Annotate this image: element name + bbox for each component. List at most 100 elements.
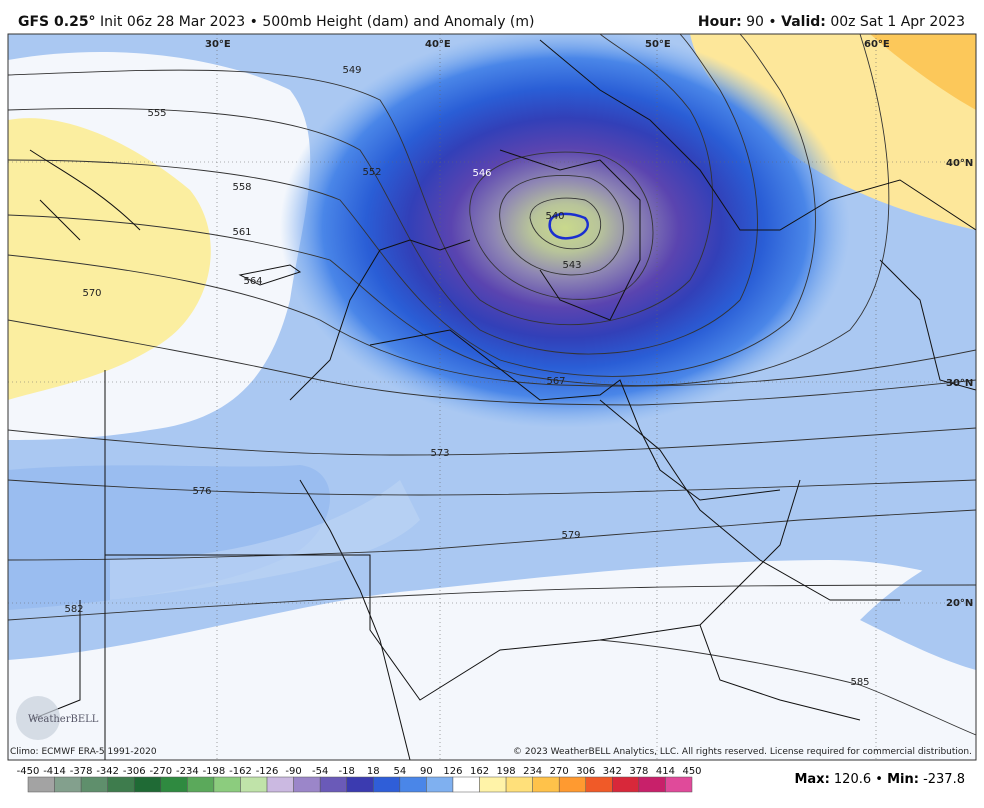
contour-label: 576: [192, 486, 211, 497]
hour-label: Hour:: [698, 14, 742, 30]
colorbar-segment: [346, 776, 374, 793]
colorbar-tick-label: -54: [312, 766, 328, 777]
valid: 00z Sat 1 Apr 2023: [830, 14, 965, 30]
colorbar-tick-label: 306: [576, 766, 595, 777]
header-left: GFS 0.25° Init 06z 28 Mar 2023 • 500mb H…: [18, 14, 535, 30]
lon-label: 30°E: [205, 39, 231, 50]
contour: [8, 479, 976, 496]
contour: [8, 427, 976, 456]
lon-label: 40°E: [425, 39, 451, 50]
colorbar-tick-label: -378: [70, 766, 93, 777]
colorbar-tick-label: -234: [176, 766, 199, 777]
white-area: [8, 560, 976, 760]
border: [539, 39, 976, 231]
colorbar-tick-label: 90: [420, 766, 433, 777]
yellow-area: [870, 34, 976, 110]
border: [105, 479, 801, 701]
colorbar-tick-label: -18: [339, 766, 355, 777]
colorbar-segment: [638, 776, 666, 793]
header-right: Hour: 90 • Valid: 00z Sat 1 Apr 2023: [698, 14, 965, 30]
blue-area: [860, 540, 976, 670]
colorbar-segment: [479, 776, 507, 793]
colorbar-segment: [266, 776, 294, 793]
contour: [529, 197, 602, 250]
colorbar-tick-label: -198: [203, 766, 226, 777]
title: Init 06z 28 Mar 2023 • 500mb Height (dam…: [100, 14, 534, 30]
colorbar-segment: [54, 776, 82, 793]
colorbar-tick-label: -342: [96, 766, 119, 777]
climo: Climo: ECMWF ERA-5 1991-2020: [10, 747, 157, 757]
stats: Max: 120.6 • Min: -237.8: [794, 772, 965, 787]
colorbar-segment: [293, 776, 321, 793]
colorbar-tick-label: 270: [550, 766, 569, 777]
contour-label: 567: [546, 376, 565, 387]
colorbar-segment: [452, 776, 480, 793]
coast: [599, 399, 900, 601]
colorbar-tick-label: 18: [367, 766, 380, 777]
coast: [29, 149, 141, 241]
colorbar-tick-label: -450: [17, 766, 40, 777]
colorbar-segment: [240, 776, 268, 793]
graticule: [8, 34, 976, 760]
yellow-area: [690, 34, 976, 230]
contour-label: 540: [545, 211, 564, 222]
colorbar-tick-label: -162: [229, 766, 252, 777]
border: [879, 259, 976, 391]
contour: [8, 509, 976, 561]
contour-label: 555: [147, 108, 166, 119]
contour: [8, 34, 816, 377]
contour-label: 549: [342, 65, 361, 76]
border: [299, 479, 411, 760]
min-label: Min:: [887, 772, 919, 787]
colorbar-segment: [27, 776, 55, 793]
colorbar-segment: [612, 776, 640, 793]
colorbar-segment: [187, 776, 215, 793]
lat-label: 20°N: [946, 598, 973, 609]
hour: 90 •: [746, 14, 777, 30]
border: [289, 239, 471, 401]
contour-label: 579: [561, 530, 580, 541]
model: GFS 0.25°: [18, 14, 96, 30]
colorbar-tick-label: 54: [393, 766, 406, 777]
colorbar-segment: [426, 776, 454, 793]
contour-label: 546: [472, 168, 491, 179]
colorbar-tick-label: 414: [656, 766, 675, 777]
colorbar-tick-label: 126: [443, 766, 462, 777]
colorbar-segment: [665, 776, 693, 793]
colorbar-segment: [107, 776, 135, 793]
separator: •: [875, 772, 883, 787]
contour: [8, 584, 976, 621]
blue-area: [110, 480, 420, 600]
contour: [8, 34, 758, 355]
colorbar-segment: [585, 776, 613, 793]
colorbar-tick-label: 450: [682, 766, 701, 777]
map: 549 555 558 552 546 540 543 561 564 570 …: [8, 34, 976, 760]
colorbar-tick-label: -306: [123, 766, 146, 777]
contour-label: 582: [64, 604, 83, 615]
copyright: © 2023 WeatherBELL Analytics, LLC. All r…: [513, 747, 972, 757]
contour: [8, 34, 713, 326]
contour-label: 564: [243, 276, 262, 287]
contours: [8, 34, 976, 736]
valid-label: Valid:: [781, 14, 826, 30]
contour-label: 573: [430, 448, 449, 459]
colorbar-segment: [558, 776, 587, 793]
contour: [8, 34, 890, 386]
contour-label: 561: [232, 227, 251, 238]
colorbar-tick-label: -90: [285, 766, 301, 777]
max-value: 120.6: [834, 772, 871, 787]
blue-area: [8, 465, 330, 610]
colorbar: -450 -414 -378 -342 -306 -270 -234 -198 -162 -126…: [17, 766, 702, 793]
contour-label: 558: [232, 182, 251, 193]
island: [238, 264, 302, 286]
contour-label: 552: [362, 167, 381, 178]
border: [699, 624, 861, 721]
colorbar-tick-label: 234: [523, 766, 542, 777]
border: [499, 149, 641, 321]
contour: [469, 151, 654, 300]
min-contour: [548, 212, 589, 240]
map-frame: [7, 33, 977, 761]
colorbar-tick-label: -414: [43, 766, 66, 777]
colorbar-segment: [505, 776, 533, 793]
